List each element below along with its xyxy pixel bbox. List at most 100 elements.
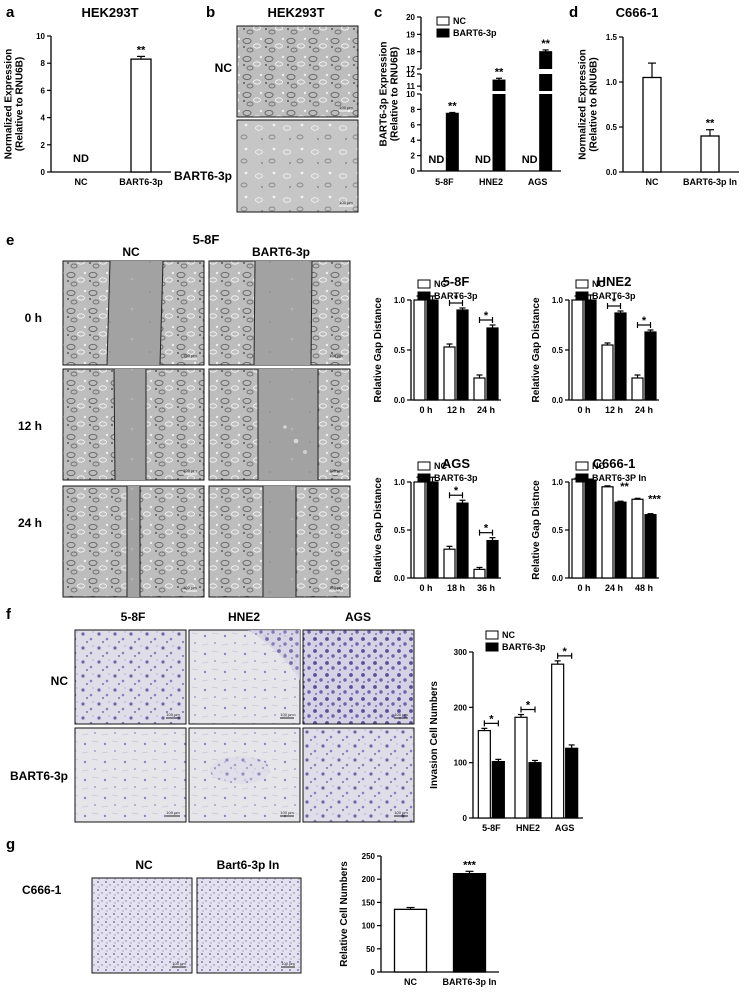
chart-title: HNE2 bbox=[597, 274, 632, 289]
y-tick-label: 0 bbox=[463, 814, 468, 823]
x-tick-label: 12 h bbox=[447, 405, 465, 415]
chart-title: C666-1 bbox=[593, 456, 636, 471]
chart-e-ags: AGS 0.0 0.5 1.0 Relative Gap Distance 0 h 18 h… bbox=[373, 456, 501, 593]
scale-bar-f2: 100 µm bbox=[280, 712, 294, 719]
y-tick-label: 4 bbox=[411, 136, 416, 145]
bar bbox=[130, 58, 152, 173]
nd-label: ND bbox=[428, 154, 444, 166]
scale-bar-g1: 100 µm bbox=[172, 961, 186, 968]
significance-label: ** bbox=[541, 38, 550, 50]
significance-label: * bbox=[454, 293, 459, 305]
nd-label: ND bbox=[475, 154, 491, 166]
legend-swatch bbox=[575, 291, 589, 301]
bar bbox=[426, 481, 439, 579]
panel-label-d: d bbox=[569, 4, 578, 21]
y-tick-label: 2 bbox=[41, 141, 46, 150]
axis-break bbox=[538, 69, 553, 74]
significance-label: ** bbox=[706, 118, 715, 130]
row-label-b-bart: BART6-3p bbox=[174, 169, 232, 183]
y-tick-label: 4 bbox=[41, 114, 46, 123]
panel-label-e: e bbox=[6, 232, 14, 249]
scale-bar-label: 100 µm bbox=[166, 712, 180, 717]
y-axis-label: Relative Gap Distance bbox=[373, 297, 384, 402]
legend-swatch bbox=[417, 279, 431, 289]
row-label-g: C666-1 bbox=[22, 883, 62, 897]
bar bbox=[551, 663, 565, 819]
x-tick-label: BART6-3p In bbox=[683, 177, 737, 187]
bar bbox=[426, 299, 439, 401]
bar bbox=[477, 729, 491, 819]
legend-label: NC bbox=[592, 279, 605, 289]
significance-label: * bbox=[454, 485, 459, 497]
x-tick-label: AGS bbox=[528, 177, 548, 187]
y-tick-label: 0 bbox=[371, 968, 376, 977]
wound-gap bbox=[258, 369, 318, 480]
scale-bar-e5: 100 µm bbox=[183, 585, 197, 592]
legend-label: BART6-3P In bbox=[592, 473, 646, 483]
bar bbox=[644, 331, 657, 401]
legend-label: BART6-3p bbox=[434, 291, 478, 301]
y-tick-label: 0.5 bbox=[394, 526, 406, 535]
bar bbox=[565, 747, 579, 819]
y-tick-label: 1.0 bbox=[394, 478, 406, 487]
y-tick-label: 1.5 bbox=[606, 33, 618, 42]
y-tick-label: 6 bbox=[411, 121, 416, 130]
panel-label-g: g bbox=[6, 836, 15, 853]
legend-label: NC bbox=[434, 279, 447, 289]
legend-label: BART6-3p bbox=[453, 28, 497, 38]
significance-label: ** bbox=[448, 100, 457, 112]
bar bbox=[514, 716, 528, 819]
bar bbox=[413, 299, 426, 401]
scale-bar-e4: 100 µm bbox=[329, 468, 343, 475]
bar bbox=[631, 498, 644, 579]
bar bbox=[571, 478, 584, 579]
scale-bar-label: 100 µm bbox=[329, 353, 343, 358]
micrograph-f-5-8f-nc bbox=[74, 629, 187, 725]
x-tick-label: NC bbox=[646, 177, 659, 187]
scale-bar-label: 100 µm bbox=[280, 810, 294, 815]
wound-gap bbox=[107, 261, 163, 365]
scale-bar-f5: 100 µm bbox=[280, 810, 294, 817]
micrograph-f-ags-bart bbox=[302, 727, 415, 823]
significance-label: * bbox=[526, 700, 531, 712]
scale-bar-f4: 100 µm bbox=[166, 810, 180, 817]
bar bbox=[614, 501, 627, 579]
legend-swatch bbox=[417, 291, 431, 301]
scale-bar-e3: 100 µm bbox=[183, 468, 197, 475]
panel-label-c: c bbox=[374, 4, 382, 21]
x-tick-label: 18 h bbox=[447, 583, 465, 593]
col-label-e-bart: BART6-3p bbox=[252, 245, 310, 259]
stain-cluster bbox=[210, 756, 270, 784]
chart-d-title: C666-1 bbox=[616, 5, 659, 20]
y-tick-label: 200 bbox=[454, 703, 468, 712]
y-tick-label: 1.0 bbox=[394, 296, 406, 305]
y-tick-label: 100 bbox=[454, 759, 468, 768]
panel-e-title: 5-8F bbox=[193, 232, 220, 247]
y-tick-label: 1.0 bbox=[606, 78, 618, 87]
legend-swatch bbox=[575, 461, 589, 471]
chart-d: C666-1 0.0 0.5 1.0 1.5 Normalized Expression… bbox=[578, 5, 739, 187]
y-tick-label: 250 bbox=[362, 852, 376, 861]
bar bbox=[473, 377, 486, 401]
significance-label: *** bbox=[648, 493, 662, 505]
x-tick-label: 0 h bbox=[419, 405, 432, 415]
y-tick-label: 18 bbox=[406, 48, 415, 57]
wound-gap bbox=[114, 369, 146, 480]
significance-label: * bbox=[563, 646, 568, 658]
scale-bar-label: 100 µm bbox=[339, 200, 353, 205]
significance-label: * bbox=[484, 523, 489, 535]
y-axis-label: Relative Gap Distance bbox=[531, 297, 542, 402]
nd-label: ND bbox=[522, 154, 538, 166]
scale-bar-label: 100 µm bbox=[166, 810, 180, 815]
panel-b-title: HEK293T bbox=[267, 5, 324, 20]
bar bbox=[456, 502, 469, 579]
y-tick-label: 0.0 bbox=[394, 574, 406, 583]
bar bbox=[644, 514, 657, 579]
micrograph-g-nc bbox=[91, 877, 193, 974]
x-tick-label: NC bbox=[75, 177, 88, 187]
significance-label: * bbox=[489, 713, 494, 725]
y-tick-label: 50 bbox=[366, 945, 375, 954]
col-label-e-nc: NC bbox=[122, 245, 140, 259]
